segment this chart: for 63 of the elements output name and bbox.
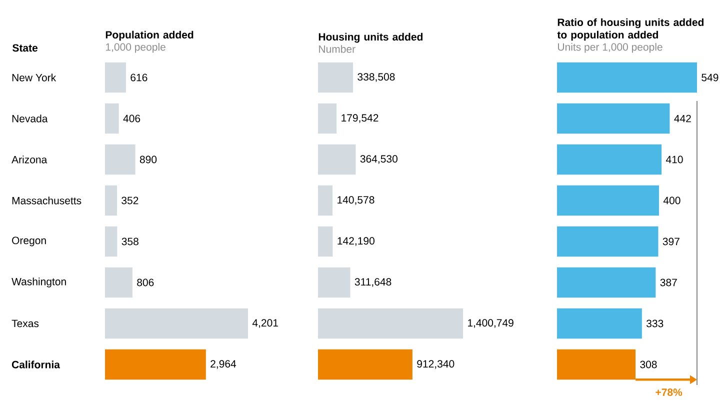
bar (105, 62, 126, 93)
data-label: 142,190 (338, 237, 374, 246)
data-label: 333 (646, 320, 664, 328)
bar (318, 103, 337, 134)
data-label: 549 (702, 74, 718, 82)
data-label: 1,400,749 (468, 319, 514, 328)
y-axis-title: State (12, 44, 38, 52)
bar (318, 144, 356, 175)
bar (318, 308, 464, 339)
bar (557, 267, 656, 298)
data-label: 406 (123, 114, 140, 122)
data-label: 140,578 (338, 196, 374, 205)
bar (557, 226, 658, 257)
y-tick-label: Massachusetts (12, 196, 82, 204)
chart-title: Housing units added (318, 32, 423, 43)
bar (557, 144, 662, 175)
data-label: 397 (662, 238, 680, 246)
bar (105, 267, 132, 298)
data-label: 387 (660, 278, 677, 286)
y-tick-label: Nevada (12, 114, 48, 122)
data-label: 912,340 (417, 360, 454, 369)
y-tick-label: Arizona (12, 156, 48, 164)
bar (557, 62, 697, 93)
chart-title: Ratio of housing units added to population added (557, 18, 704, 41)
data-label: 2,964 (210, 360, 236, 369)
chart-subtitle: 1,000 people (106, 43, 166, 53)
y-tick-label: Texas (12, 320, 39, 328)
bar (105, 349, 206, 380)
bar (105, 226, 118, 257)
data-label: 442 (674, 114, 691, 122)
chart-subtitle: Units per 1,000 people (558, 43, 662, 53)
data-label: 338,508 (358, 73, 395, 82)
data-label: 364,530 (360, 155, 398, 164)
data-label: 410 (666, 156, 683, 164)
data-label: 352 (122, 196, 138, 204)
bar (318, 349, 412, 380)
bar (105, 144, 136, 175)
bar (557, 308, 642, 339)
y-tick-label: New York (12, 74, 56, 82)
data-label: 308 (640, 360, 657, 368)
bar (105, 103, 119, 134)
data-label: 358 (122, 238, 138, 246)
data-label: 616 (130, 74, 148, 82)
data-label: 400 (663, 196, 680, 204)
y-tick-label: California (12, 360, 60, 368)
data-label: 890 (140, 156, 157, 164)
y-tick-label: Oregon (12, 236, 46, 246)
bar (318, 226, 333, 257)
y-tick-label: Washington (12, 278, 66, 288)
text: +78% (656, 388, 682, 396)
data-label: 4,201 (252, 319, 278, 328)
bar (318, 267, 350, 298)
bar (557, 103, 670, 134)
data-label: 179,542 (342, 114, 378, 123)
data-label: 311,648 (354, 278, 392, 287)
chart-title: Population added (106, 30, 194, 41)
bar (318, 62, 354, 93)
bar (557, 185, 659, 216)
bar (105, 185, 117, 216)
data-label: 806 (137, 278, 154, 286)
bar (318, 185, 333, 216)
bar (105, 308, 248, 339)
chart-subtitle: Number (319, 45, 356, 53)
